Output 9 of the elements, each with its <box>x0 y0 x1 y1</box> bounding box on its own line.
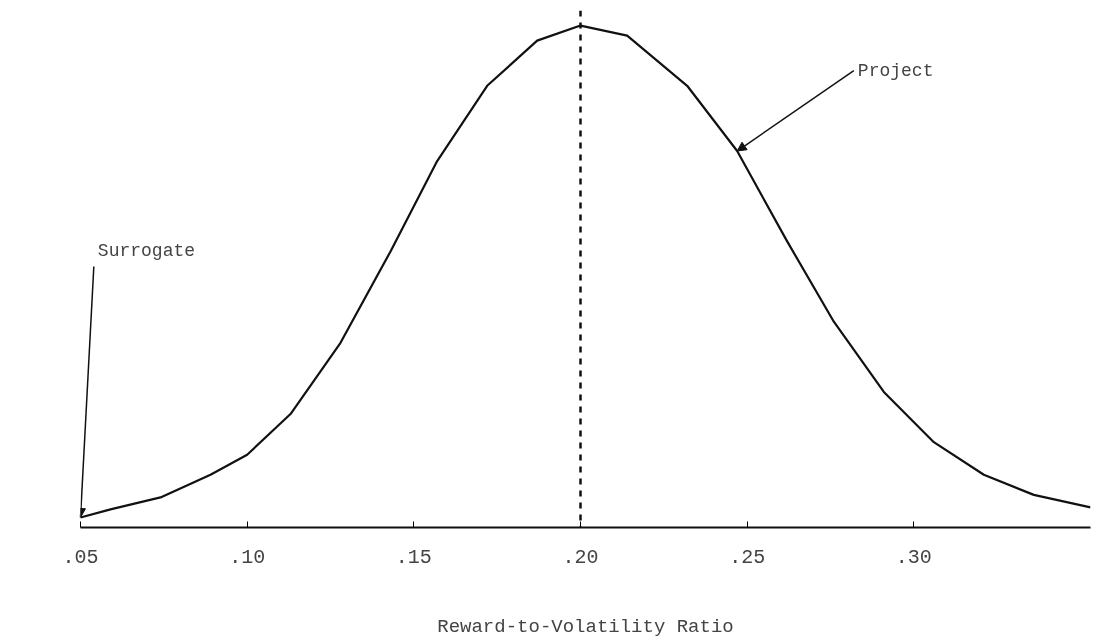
x-axis-title: Reward-to-Volatility Ratio <box>437 615 734 638</box>
x-tick-label: .15 <box>395 545 432 569</box>
x-tick-label: .20 <box>562 545 599 569</box>
x-tick-label: .10 <box>229 545 266 569</box>
x-tick-label: .30 <box>895 545 932 569</box>
x-tick-label: .05 <box>62 545 99 569</box>
annotation: Project <box>857 60 934 81</box>
annotation: Surrogate <box>97 241 196 262</box>
x-tick-label: .25 <box>729 545 766 569</box>
